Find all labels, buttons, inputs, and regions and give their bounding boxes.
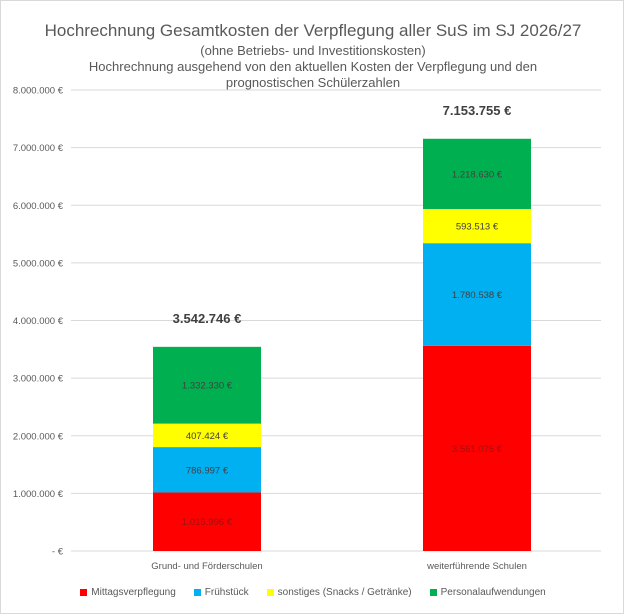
data-label: 407.424 € xyxy=(186,431,229,442)
y-tick-label: - € xyxy=(52,547,64,558)
data-label: 1.332.330 € xyxy=(182,381,233,392)
y-tick-label: 2.000.000 € xyxy=(13,431,64,442)
y-tick-label: 1.000.000 € xyxy=(13,489,64,500)
total-label: 7.153.755 € xyxy=(443,103,512,118)
data-label: 1.218.630 € xyxy=(452,169,503,180)
legend: Mittagsverpflegung Frühstück sonstiges (Sn… xyxy=(1,587,623,598)
y-tick-label: 4.000.000 € xyxy=(13,316,64,327)
data-label: 1.015.996 € xyxy=(182,517,233,528)
legend-item: sonstiges (Snacks / Getränke) xyxy=(266,587,412,598)
legend-swatch xyxy=(193,588,201,596)
y-tick-label: 5.000.000 € xyxy=(13,258,64,269)
legend-item: Personalaufwendungen xyxy=(429,587,546,598)
legend-label: sonstiges (Snacks / Getränke) xyxy=(277,587,412,598)
x-tick-label: Grund- und Förderschulen xyxy=(151,561,262,572)
data-label: 3.561.075 € xyxy=(452,444,503,455)
bar-segment xyxy=(423,208,531,244)
bar-segment xyxy=(153,423,261,448)
y-tick-label: 7.000.000 € xyxy=(13,143,64,154)
total-label: 3.542.746 € xyxy=(173,311,242,326)
bar-segment xyxy=(423,345,531,551)
legend-label: Frühstück xyxy=(204,587,249,598)
bar-segment xyxy=(423,138,531,209)
bar-segment xyxy=(153,492,261,551)
bar-segment xyxy=(153,447,261,493)
chart-subtitle: (ohne Betriebs- und Investitionskosten) xyxy=(200,43,426,58)
legend-label: Personalaufwendungen xyxy=(440,587,546,598)
chart-title: Hochrechnung Gesamtkosten der Verpflegun… xyxy=(44,21,582,40)
y-tick-label: 6.000.000 € xyxy=(13,201,64,212)
chart-subtitle-2-line-2: prognostischen Schülerzahlen xyxy=(225,75,401,90)
y-tick-label: 8.000.000 € xyxy=(13,86,64,97)
legend-swatch xyxy=(429,588,437,596)
bar-segment xyxy=(423,243,531,346)
legend-swatch xyxy=(80,588,88,596)
legend-label: Mittagsverpflegung xyxy=(91,587,176,598)
bar-segment xyxy=(153,346,261,424)
legend-item: Mittagsverpflegung xyxy=(80,587,176,598)
data-label: 593.513 € xyxy=(456,222,499,233)
x-tick-label: weiterführende Schulen xyxy=(426,561,527,572)
data-label: 786.997 € xyxy=(186,465,229,476)
chart-subtitle-2-line-1: Hochrechnung ausgehend von den aktuellen… xyxy=(88,59,538,74)
chart-subtitle-2: Hochrechnung ausgehend von den aktuellen… xyxy=(1,59,623,91)
data-label: 1.780.538 € xyxy=(452,290,503,301)
legend-item: Frühstück xyxy=(193,587,249,598)
y-tick-label: 3.000.000 € xyxy=(13,374,64,385)
legend-swatch xyxy=(266,588,274,596)
